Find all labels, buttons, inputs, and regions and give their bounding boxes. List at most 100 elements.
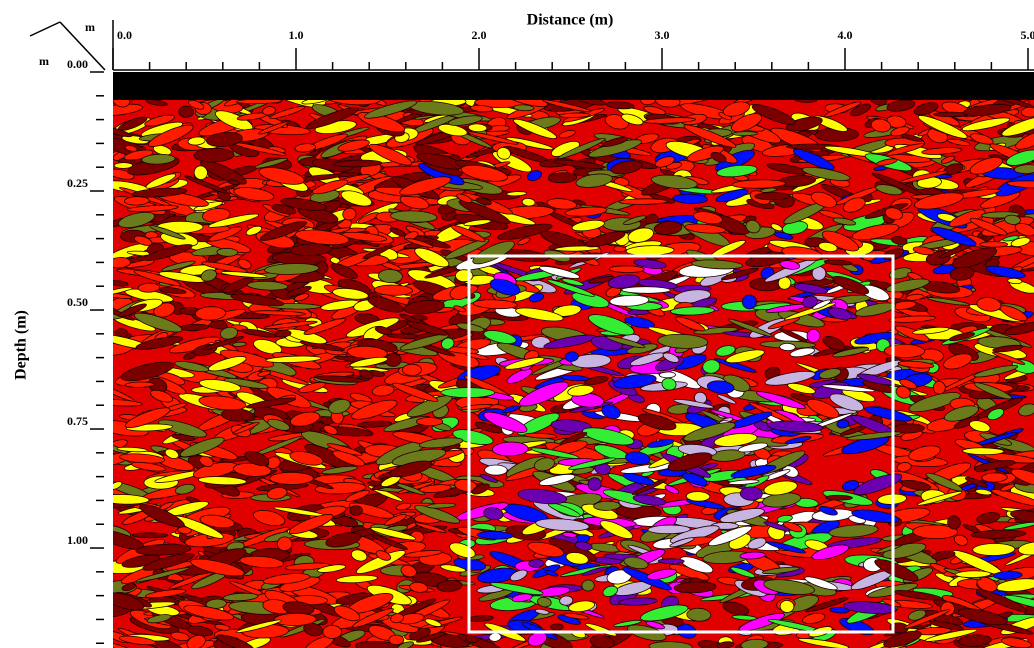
texture-blob xyxy=(1010,468,1034,488)
texture-blob xyxy=(1004,214,1021,225)
texture-blob xyxy=(661,377,677,391)
texture-blob xyxy=(174,483,196,495)
texture-blob xyxy=(787,382,816,395)
texture-blob xyxy=(624,316,655,329)
texture-blob xyxy=(823,259,853,266)
texture-blob xyxy=(722,101,750,117)
texture-blob xyxy=(970,529,1027,539)
texture-blob xyxy=(139,504,185,528)
texture-blob xyxy=(767,541,806,554)
texture-blob xyxy=(223,377,269,389)
texture-blob xyxy=(953,416,980,429)
texture-blob xyxy=(547,172,578,184)
texture-blob xyxy=(587,477,602,491)
texture-blob xyxy=(657,558,685,565)
texture-blob xyxy=(472,240,515,265)
texture-blob xyxy=(312,179,349,195)
texture-blob xyxy=(713,358,757,373)
texture-blob xyxy=(351,399,398,420)
texture-blob xyxy=(740,638,769,648)
texture-blob xyxy=(646,439,675,448)
texture-blob xyxy=(458,199,511,225)
texture-blob xyxy=(974,382,1012,400)
texture-blob xyxy=(618,597,658,606)
texture-blob xyxy=(842,479,860,492)
texture-blob xyxy=(113,419,149,437)
texture-blob xyxy=(453,305,467,313)
texture-blob xyxy=(969,420,991,433)
texture-blob xyxy=(120,361,175,382)
texture-blob xyxy=(420,616,464,629)
texture-blob xyxy=(188,99,205,110)
texture-blob xyxy=(506,368,533,384)
texture-blob xyxy=(113,315,156,332)
corner-x-unit: m xyxy=(85,20,95,34)
texture-blob xyxy=(214,110,254,131)
texture-blob xyxy=(763,521,791,532)
texture-blob xyxy=(367,296,404,313)
texture-blob xyxy=(554,245,600,252)
texture-blob xyxy=(931,227,977,247)
texture-blob xyxy=(1003,521,1034,530)
texture-blob xyxy=(958,634,992,647)
texture-blob xyxy=(686,498,726,510)
texture-blob xyxy=(725,349,765,364)
texture-blob xyxy=(179,437,225,458)
texture-blob xyxy=(657,333,709,349)
texture-blob xyxy=(484,464,508,476)
texture-blob xyxy=(257,370,271,377)
texture-blob xyxy=(784,436,812,445)
texture-blob xyxy=(483,330,517,344)
texture-blob xyxy=(345,489,370,503)
texture-blob xyxy=(206,132,243,147)
texture-blob xyxy=(969,133,994,145)
texture-blob xyxy=(497,223,553,241)
texture-blob xyxy=(289,451,324,466)
texture-blob xyxy=(269,106,305,119)
texture-blob xyxy=(683,422,736,442)
texture-blob xyxy=(509,569,528,582)
texture-blob xyxy=(925,472,963,492)
texture-blob xyxy=(335,574,378,584)
texture-blob xyxy=(113,592,145,611)
surface-band xyxy=(113,72,1034,100)
texture-blob xyxy=(1001,116,1034,137)
texture-blob xyxy=(716,394,737,405)
texture-blob xyxy=(113,398,143,407)
texture-blob xyxy=(371,384,395,397)
texture-blob xyxy=(184,175,229,194)
texture-blob xyxy=(426,502,457,509)
texture-blob xyxy=(812,299,832,310)
texture-blob xyxy=(535,518,590,532)
texture-blob xyxy=(170,631,190,642)
texture-blob xyxy=(294,229,350,246)
texture-blob xyxy=(832,275,870,295)
texture-blob xyxy=(362,244,393,260)
texture-blob xyxy=(1010,237,1031,247)
texture-blob xyxy=(400,564,417,578)
texture-blob xyxy=(183,604,235,621)
texture-blob xyxy=(479,474,499,483)
texture-blob xyxy=(969,217,1008,236)
texture-blob xyxy=(161,260,196,272)
texture-blob xyxy=(325,532,362,548)
texture-blob xyxy=(200,269,217,282)
texture-blob xyxy=(231,341,247,347)
texture-blob xyxy=(521,197,536,207)
texture-blob xyxy=(483,411,528,433)
texture-blob xyxy=(913,102,939,116)
texture-blob xyxy=(288,514,334,535)
y-tick-label: 0.50 xyxy=(67,295,88,309)
texture-blob xyxy=(491,441,529,457)
texture-blob xyxy=(875,184,903,196)
texture-blob xyxy=(265,355,322,363)
texture-blob xyxy=(969,157,1003,175)
texture-blob xyxy=(754,192,791,201)
texture-blob xyxy=(289,243,333,256)
texture-blob xyxy=(489,278,521,296)
texture-blob xyxy=(793,283,829,294)
texture-blob xyxy=(357,420,393,428)
texture-blob xyxy=(563,612,590,620)
texture-blob xyxy=(779,328,808,342)
